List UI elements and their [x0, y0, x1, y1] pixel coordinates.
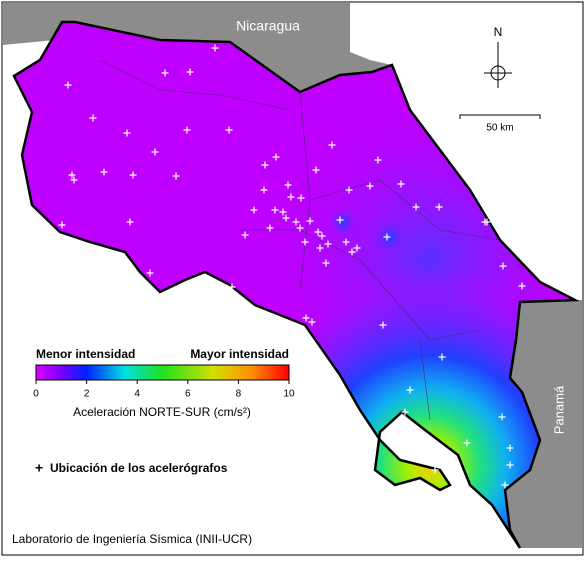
station	[438, 353, 446, 361]
station	[406, 386, 414, 394]
station	[397, 180, 405, 188]
colorbar	[35, 364, 290, 381]
compass-label: N	[494, 25, 503, 39]
station	[322, 259, 330, 267]
station	[383, 233, 391, 241]
station	[302, 314, 310, 322]
station	[64, 81, 72, 89]
station	[353, 244, 361, 252]
station	[261, 161, 269, 169]
station	[308, 318, 316, 326]
station	[506, 444, 514, 452]
station	[374, 156, 382, 164]
colorbar-tick-label: 8	[236, 389, 242, 400]
nicaragua-land-part	[320, 40, 392, 75]
compass	[484, 42, 512, 88]
colorbar-high-label: Mayor intensidad	[190, 347, 289, 361]
station	[70, 176, 78, 184]
station	[498, 413, 506, 421]
scale-bar	[459, 114, 541, 119]
station	[501, 481, 509, 489]
colorbar-tick-label: 2	[84, 389, 90, 400]
station	[123, 129, 131, 137]
station	[316, 244, 324, 252]
colorbar-tick-label: 10	[283, 389, 295, 400]
colorbar-tick-label: 6	[185, 389, 191, 400]
station	[282, 214, 290, 222]
station	[58, 221, 66, 229]
station	[287, 193, 295, 201]
station	[366, 182, 374, 190]
station	[379, 321, 387, 329]
station	[435, 203, 443, 211]
station	[89, 114, 97, 122]
station	[241, 231, 249, 239]
station	[318, 232, 326, 240]
station	[260, 186, 268, 194]
colorbar-title: Aceleración NORTE-SUR (cm/s²)	[73, 405, 251, 419]
panama-land	[505, 300, 582, 548]
province-borders	[99, 59, 501, 421]
station	[146, 269, 154, 277]
station	[228, 283, 236, 291]
station	[401, 408, 409, 416]
station	[438, 456, 446, 464]
country-label: Nicaragua	[236, 18, 300, 34]
scale-label: 50 km	[486, 123, 513, 134]
station	[431, 466, 439, 474]
station	[314, 228, 322, 236]
station	[250, 206, 258, 214]
station	[301, 238, 309, 246]
station	[186, 68, 194, 76]
colorbar-tick-label: 4	[134, 389, 140, 400]
station	[68, 171, 76, 179]
station	[266, 224, 274, 232]
station	[225, 126, 233, 134]
station	[292, 218, 300, 226]
station	[336, 216, 344, 224]
country-label: Panamá	[551, 385, 566, 434]
station	[296, 224, 304, 232]
footer: Laboratorio de Ingeniería Sísmica (INII-…	[12, 532, 252, 546]
station	[506, 461, 514, 469]
station	[348, 248, 356, 256]
station	[297, 194, 305, 202]
station	[483, 218, 491, 226]
legend-text: Ubicación de los acelerógrafos	[50, 461, 228, 475]
station	[129, 171, 137, 179]
station	[183, 126, 191, 134]
station	[312, 166, 320, 174]
station	[279, 208, 287, 216]
colorbar-tick-label: 0	[33, 389, 39, 400]
station	[518, 282, 526, 290]
station	[151, 148, 159, 156]
nicaragua-land	[3, 3, 350, 92]
station	[328, 141, 336, 149]
legend-symbol: +	[35, 460, 43, 476]
station	[342, 238, 350, 246]
station	[126, 218, 134, 226]
station	[284, 181, 292, 189]
intensity-spot	[329, 208, 357, 236]
station	[100, 168, 108, 176]
station	[272, 153, 280, 161]
station	[306, 217, 314, 225]
station	[161, 69, 169, 77]
station	[211, 44, 219, 52]
stations	[58, 44, 526, 489]
colorbar-low-label: Menor intensidad	[36, 347, 135, 361]
station	[172, 172, 180, 180]
station	[463, 439, 471, 447]
station	[499, 262, 507, 270]
station	[271, 206, 279, 214]
station	[412, 203, 420, 211]
station	[324, 240, 332, 248]
station	[345, 186, 353, 194]
